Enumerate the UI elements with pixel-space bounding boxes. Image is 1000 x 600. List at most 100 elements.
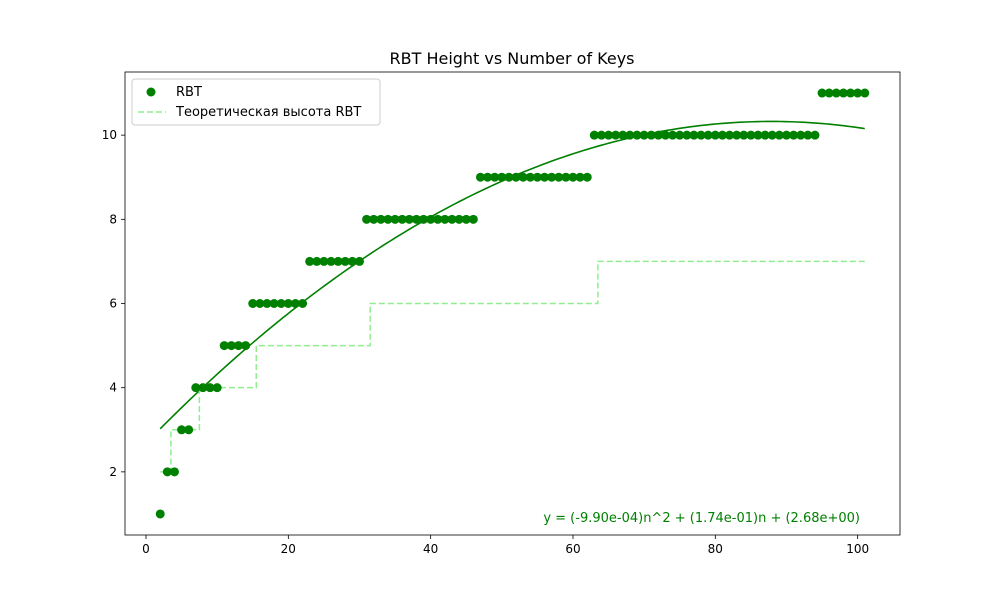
rbt-point xyxy=(390,214,400,224)
rbt-point xyxy=(725,130,735,140)
rbt-point xyxy=(162,467,172,477)
rbt-point xyxy=(369,214,379,224)
rbt-point xyxy=(796,130,806,140)
rbt-point xyxy=(596,130,606,140)
legend: RBT Теоретическая высота RBT xyxy=(131,78,381,126)
rbt-point xyxy=(490,172,500,182)
y-tick-label: 2 xyxy=(109,465,117,479)
rbt-point xyxy=(632,130,642,140)
rbt-point xyxy=(226,341,236,351)
legend-label-rbt: RBT xyxy=(176,85,202,100)
rbt-point xyxy=(219,341,229,351)
rbt-point xyxy=(191,383,201,393)
rbt-point xyxy=(383,214,393,224)
rbt-point xyxy=(468,214,478,224)
rbt-point xyxy=(668,130,678,140)
rbt-point xyxy=(305,256,315,266)
rbt-point xyxy=(376,214,386,224)
rbt-point xyxy=(333,256,343,266)
rbt-point xyxy=(411,214,421,224)
rbt-point xyxy=(689,130,699,140)
rbt-point xyxy=(340,256,350,266)
rbt-point xyxy=(838,88,848,98)
rbt-point xyxy=(248,299,258,308)
rbt-point xyxy=(732,130,742,140)
theory-step-line xyxy=(160,260,865,473)
rbt-point xyxy=(625,130,635,140)
chart-title: RBT Height vs Number of Keys xyxy=(389,49,634,68)
rbt-point xyxy=(639,130,649,140)
y-tick-label: 10 xyxy=(102,128,117,142)
rbt-point xyxy=(568,172,578,182)
rbt-point xyxy=(554,172,564,182)
rbt-point xyxy=(347,256,357,266)
fit-equation-label: y = (-9.90e-04)n^2 + (1.74e-01)n + (2.68… xyxy=(543,511,860,526)
x-tick-label: 20 xyxy=(281,542,296,556)
x-tick-label: 0 xyxy=(142,542,150,556)
rbt-point xyxy=(781,130,791,140)
rbt-point xyxy=(198,383,208,393)
rbt-point xyxy=(483,172,493,182)
rbt-point xyxy=(810,130,820,140)
y-tick-label: 4 xyxy=(109,381,117,395)
legend-label-theory: Теоретическая высота RBT xyxy=(175,105,361,120)
rbt-point xyxy=(511,172,521,182)
rbt-point xyxy=(525,172,535,182)
rbt-point xyxy=(283,299,293,308)
rbt-point xyxy=(184,425,194,435)
rbt-point xyxy=(753,130,763,140)
rbt-point xyxy=(661,130,671,140)
rbt-point xyxy=(682,130,692,140)
rbt-point xyxy=(234,341,244,351)
rbt-point xyxy=(540,172,550,182)
fit-curve-layer xyxy=(159,120,865,430)
rbt-point xyxy=(589,130,599,140)
rbt-point xyxy=(212,383,222,393)
scatter-points-layer xyxy=(155,88,870,519)
rbt-point xyxy=(675,130,685,140)
rbt-point xyxy=(169,467,179,477)
rbt-point xyxy=(433,214,443,224)
rbt-point xyxy=(653,130,663,140)
rbt-point xyxy=(269,299,279,308)
rbt-point xyxy=(532,172,542,182)
rbt-point xyxy=(290,299,300,308)
rbt-point xyxy=(604,130,614,140)
rbt-point xyxy=(504,172,514,182)
rbt-point xyxy=(803,130,813,140)
rbt-point xyxy=(419,214,429,224)
rbt-point xyxy=(561,172,571,182)
rbt-point xyxy=(354,256,364,266)
rbt-point xyxy=(404,214,414,224)
rbt-point xyxy=(255,299,265,308)
x-tick-label: 80 xyxy=(708,542,723,556)
y-tick-label: 6 xyxy=(109,297,117,311)
rbt-point xyxy=(440,214,450,224)
rbt-point xyxy=(710,130,720,140)
legend-box xyxy=(131,78,381,126)
rbt-point xyxy=(447,214,457,224)
rbt-point xyxy=(426,214,436,224)
rbt-point xyxy=(461,214,471,224)
rbt-point xyxy=(155,509,165,519)
rbt-point xyxy=(618,130,628,140)
rbt-point xyxy=(646,130,656,140)
rbt-point xyxy=(739,130,749,140)
rbt-point xyxy=(326,256,336,266)
fit-curve-line xyxy=(159,120,865,430)
axes: 0 20 40 60 80 100 2 4 6 8 10 xyxy=(102,71,901,556)
legend-marker-rbt xyxy=(146,87,156,97)
rbt-point xyxy=(319,256,329,266)
rbt-point xyxy=(774,130,784,140)
rbt-point xyxy=(760,130,770,140)
rbt-point xyxy=(611,130,621,140)
rbt-point xyxy=(262,299,272,308)
rbt-point xyxy=(582,172,592,182)
rbt-point xyxy=(518,172,528,182)
rbt-point xyxy=(824,88,834,98)
plot-frame xyxy=(124,71,901,536)
y-tick-label: 8 xyxy=(109,212,117,226)
rbt-point xyxy=(767,130,777,140)
rbt-point xyxy=(475,172,485,182)
x-tick-label: 100 xyxy=(846,542,869,556)
